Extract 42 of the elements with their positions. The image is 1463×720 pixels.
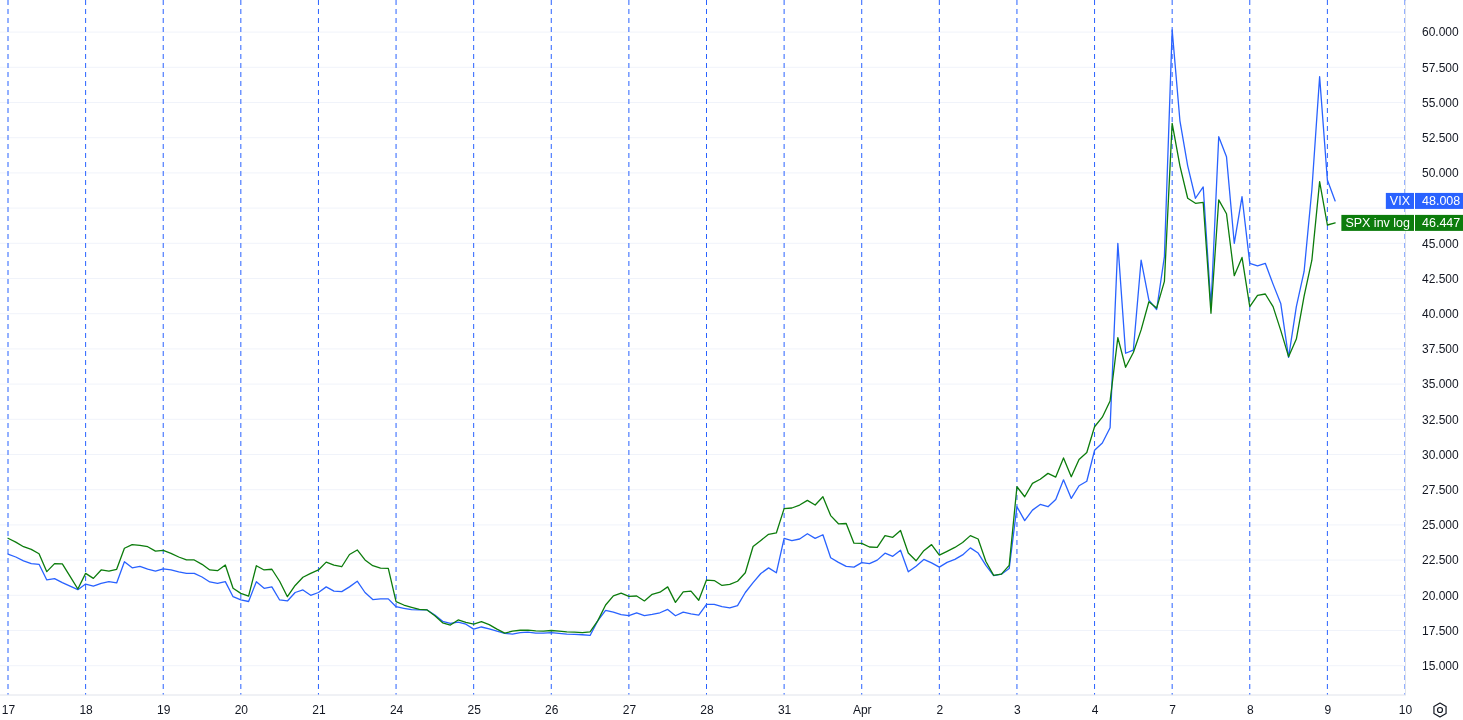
y-tick-label: 52.500 xyxy=(1422,131,1460,146)
x-tick-label: 20 xyxy=(234,702,249,717)
x-tick-label: Apr xyxy=(852,702,872,717)
x-tick-label: 28 xyxy=(700,702,714,717)
legend-label: VIX xyxy=(1389,194,1411,209)
x-tick-label: 17 xyxy=(1,702,16,717)
y-tick-label: 20.000 xyxy=(1422,588,1460,603)
y-tick-label: 37.500 xyxy=(1422,342,1460,357)
y-tick-label: 60.000 xyxy=(1422,25,1460,40)
y-tick-label: 42.500 xyxy=(1422,271,1460,286)
y-tick-label: 32.500 xyxy=(1422,412,1460,427)
text: 46.447 xyxy=(1422,216,1461,231)
y-tick-label: 35.000 xyxy=(1422,377,1460,392)
x-tick-label: 2 xyxy=(936,702,944,717)
x-tick-label: 24 xyxy=(389,702,404,717)
x-tick-label: 27 xyxy=(622,702,637,717)
y-tick-label: 55.000 xyxy=(1422,95,1460,110)
y-tick-label: 40.000 xyxy=(1422,307,1460,322)
y-tick-label: 30.000 xyxy=(1422,447,1460,462)
y-tick-label: 17.500 xyxy=(1422,623,1460,638)
y-tick-label: 57.500 xyxy=(1422,60,1460,75)
x-tick-label: 4 xyxy=(1091,702,1099,717)
y-tick-label: 25.000 xyxy=(1422,518,1460,533)
y-tick-label: 15.000 xyxy=(1422,659,1460,674)
x-tick-label: 31 xyxy=(777,702,792,717)
x-tick-label: 19 xyxy=(157,702,171,717)
x-tick-label: 25 xyxy=(467,702,482,717)
text: 48.008 xyxy=(1422,194,1461,209)
y-tick-label: 27.500 xyxy=(1422,483,1460,498)
x-tick-label: 8 xyxy=(1246,702,1254,717)
x-tick-label: 10 xyxy=(1398,702,1413,717)
x-tick-label: 18 xyxy=(79,702,94,717)
x-tick-label: 21 xyxy=(312,702,326,717)
x-tick-label: 3 xyxy=(1014,702,1022,717)
legend-label: SPX inv log xyxy=(1345,216,1411,231)
line-series xyxy=(7,122,1336,634)
y-tick-label: 22.500 xyxy=(1422,553,1460,568)
x-tick-label: 7 xyxy=(1169,702,1177,717)
y-tick-label: 50.000 xyxy=(1422,166,1460,181)
x-tick-label: 9 xyxy=(1324,702,1332,717)
y-tick-label: 45.000 xyxy=(1422,236,1460,251)
x-tick-label: 26 xyxy=(545,702,559,717)
